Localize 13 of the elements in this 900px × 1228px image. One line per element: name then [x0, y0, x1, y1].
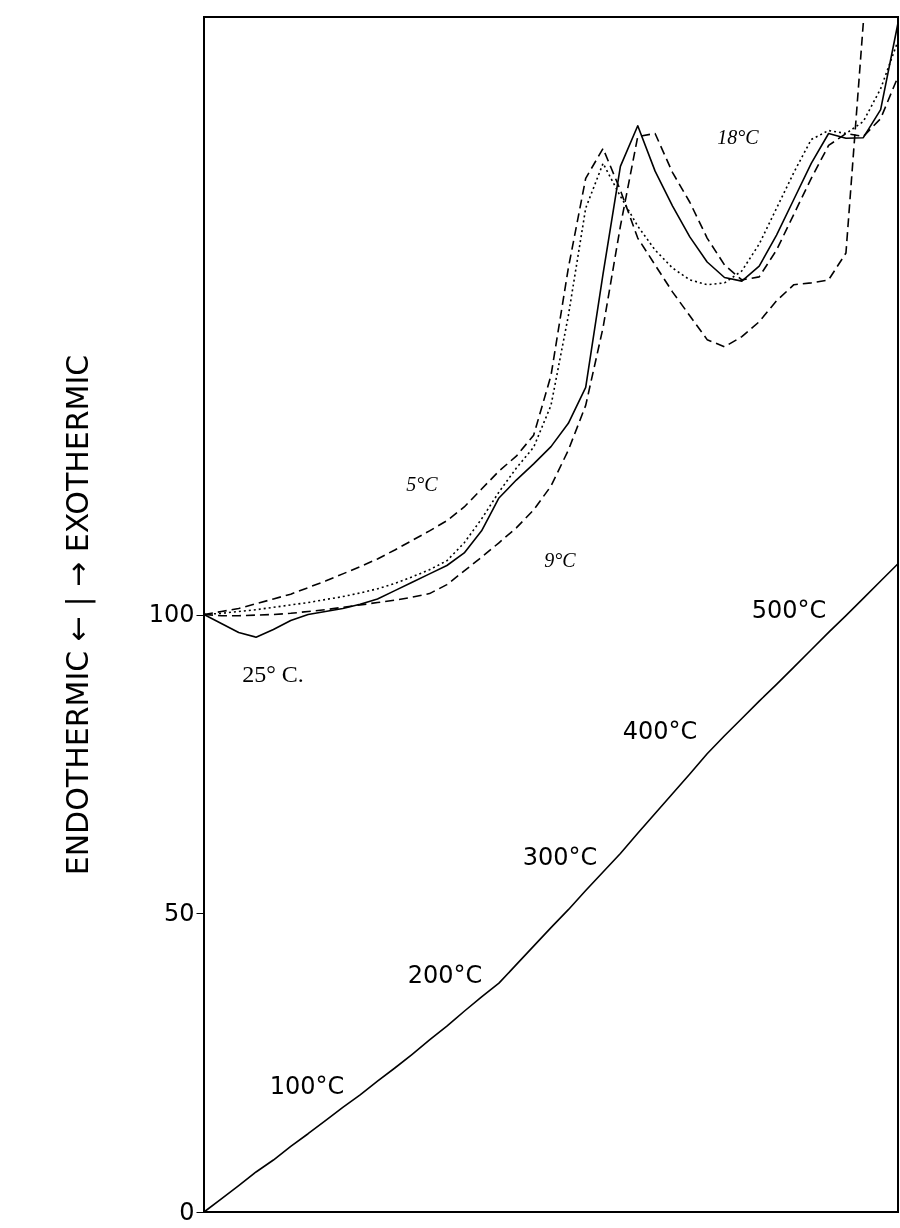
- annotation: 300°C: [522, 843, 598, 871]
- y-tick-label: 100: [148, 600, 195, 628]
- annotation: 18°C: [717, 126, 760, 148]
- annotation: 500°C: [751, 596, 827, 624]
- y-tick-label: 50: [163, 898, 195, 927]
- y-axis-title: ENDOTHERMIC ← | → EXOTHERMIC: [59, 354, 96, 876]
- annotation: 9°C: [544, 549, 577, 571]
- annotation: 400°C: [622, 717, 698, 745]
- annotation: 25° C.: [242, 661, 304, 687]
- y-tick-label: 0: [179, 1197, 195, 1226]
- annotation: 5°C: [406, 473, 439, 495]
- annotation: 100°C: [269, 1072, 345, 1100]
- annotation: 200°C: [407, 961, 483, 989]
